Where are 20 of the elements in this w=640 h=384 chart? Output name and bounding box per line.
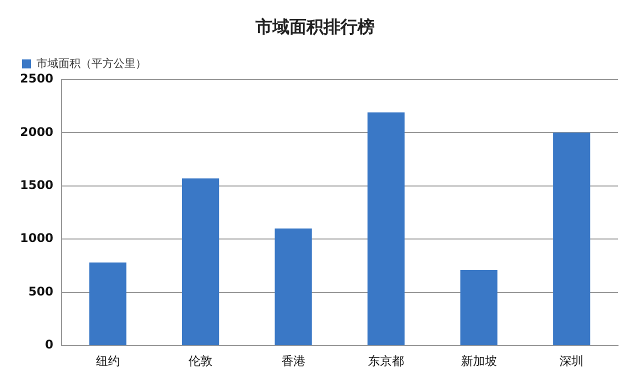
bar [553, 132, 590, 346]
y-tick-label: 1000 [20, 231, 54, 246]
x-tick-label: 东京都 [368, 354, 404, 368]
legend-label: 市域面积（平方公里） [36, 56, 146, 70]
y-tick-label: 0 [45, 338, 54, 352]
x-tick-label: 纽约 [96, 354, 120, 368]
bar [460, 270, 498, 346]
y-tick-label: 1500 [20, 178, 54, 192]
y-tick-label: 500 [28, 284, 54, 298]
chart-title: 市域面积排行榜 [254, 18, 374, 38]
bar [274, 228, 312, 346]
x-tick-label: 新加坡 [460, 354, 497, 368]
bar [89, 262, 126, 346]
y-tick-label: 2500 [20, 72, 54, 86]
x-tick-label: 香港 [281, 354, 306, 368]
x-tick-label: 深圳 [560, 354, 584, 368]
x-tick-label: 伦敦 [188, 354, 213, 368]
y-tick-label: 2000 [20, 124, 54, 139]
bar [368, 112, 405, 346]
bar [182, 178, 220, 346]
